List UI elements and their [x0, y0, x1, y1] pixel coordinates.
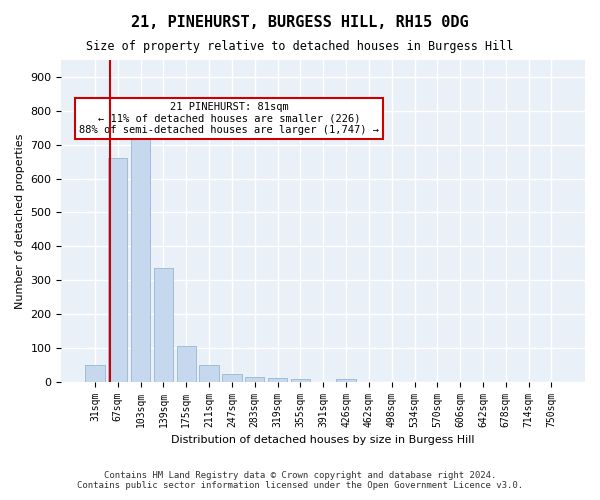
- Bar: [176, 346, 196, 382]
- Text: Size of property relative to detached houses in Burgess Hill: Size of property relative to detached ho…: [86, 40, 514, 53]
- Bar: [131, 128, 150, 382]
- Text: 21 PINEHURST: 81sqm
← 11% of detached houses are smaller (226)
88% of semi-detac: 21 PINEHURST: 81sqm ← 11% of detached ho…: [79, 102, 379, 135]
- Text: 21, PINEHURST, BURGESS HILL, RH15 0DG: 21, PINEHURST, BURGESS HILL, RH15 0DG: [131, 15, 469, 30]
- Text: Contains HM Land Registry data © Crown copyright and database right 2024.
Contai: Contains HM Land Registry data © Crown c…: [77, 470, 523, 490]
- Bar: [154, 268, 173, 382]
- X-axis label: Distribution of detached houses by size in Burgess Hill: Distribution of detached houses by size …: [172, 435, 475, 445]
- Bar: [245, 376, 265, 382]
- Bar: [337, 380, 356, 382]
- Y-axis label: Number of detached properties: Number of detached properties: [15, 133, 25, 308]
- Bar: [199, 365, 219, 382]
- Bar: [85, 365, 104, 382]
- Bar: [108, 158, 127, 382]
- Bar: [222, 374, 242, 382]
- Bar: [290, 380, 310, 382]
- Bar: [268, 378, 287, 382]
